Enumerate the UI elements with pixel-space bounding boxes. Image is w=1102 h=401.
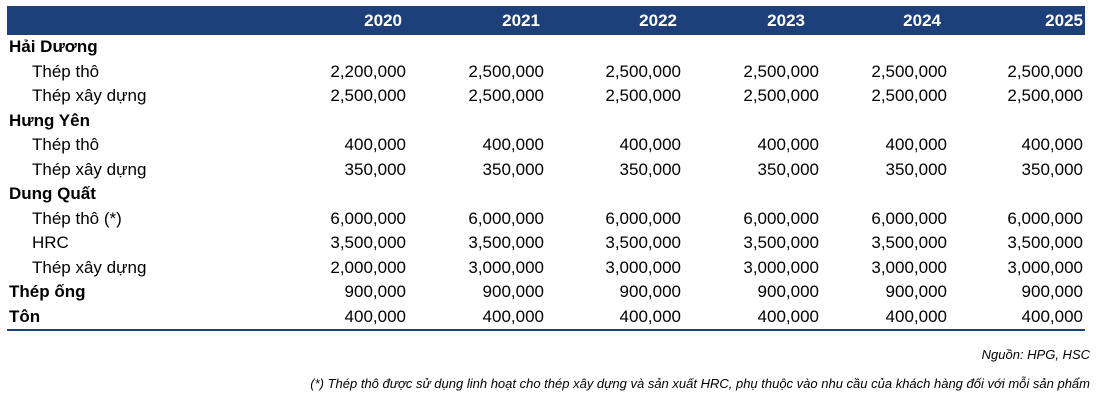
table-cell: 400,000 (482, 306, 544, 326)
row-label: Thép thô (*) (32, 208, 122, 228)
table-cell: 900,000 (885, 282, 947, 302)
table-cell: 350,000 (885, 159, 947, 179)
table-cell: 400,000 (1021, 306, 1083, 326)
table-cell: 3,000,000 (1007, 257, 1083, 277)
table-row: Thép xây dựng 350,000 350,000 350,000 350,00… (7, 158, 1085, 183)
table-cell: 3,500,000 (605, 233, 681, 253)
table-row: HRC 3,500,000 3,500,000 3,500,000 3,500,000 3… (7, 231, 1085, 256)
table-header: 2020 2021 2022 2023 2024 2025 (7, 6, 1085, 35)
table-cell: 2,500,000 (871, 86, 947, 106)
table-cell: 900,000 (482, 282, 544, 302)
row-label: Hải Dương (9, 37, 98, 57)
table-cell: 400,000 (619, 135, 681, 155)
table-cell: 2,500,000 (1007, 86, 1083, 106)
year-header: 2023 (767, 10, 805, 30)
row-label: Thép xây dựng (32, 257, 147, 277)
table-cell: 2,500,000 (468, 86, 544, 106)
table-cell: 2,500,000 (330, 86, 406, 106)
table-cell: 2,000,000 (330, 257, 406, 277)
table-cell: 3,000,000 (605, 257, 681, 277)
table-cell: 400,000 (482, 135, 544, 155)
row-label: Thép thô (32, 135, 100, 155)
table-cell: 2,500,000 (1007, 61, 1083, 81)
table-cell: 3,000,000 (871, 257, 947, 277)
table-group-row: Tôn 400,000 400,000 400,000 400,000 400,000 40… (7, 305, 1085, 330)
table-cell: 6,000,000 (871, 208, 947, 228)
table-cell: 2,200,000 (330, 61, 406, 81)
table-cell: 2,500,000 (605, 61, 681, 81)
source-note: Nguồn: HPG, HSC (981, 347, 1090, 362)
table-cell: 3,500,000 (1007, 233, 1083, 253)
table-row: Thép thô 2,200,000 2,500,000 2,500,000 2,500… (7, 60, 1085, 85)
table-cell: 400,000 (344, 306, 406, 326)
row-label: Thép ống (9, 282, 86, 302)
year-header: 2021 (502, 10, 540, 30)
table-group-row: Thép ống 900,000 900,000 900,000 900,000 900,… (7, 280, 1085, 305)
table-cell: 900,000 (619, 282, 681, 302)
table-cell: 6,000,000 (468, 208, 544, 228)
table-cell: 2,500,000 (871, 61, 947, 81)
table-cell: 3,500,000 (330, 233, 406, 253)
table-cell: 3,000,000 (743, 257, 819, 277)
table-cell: 6,000,000 (605, 208, 681, 228)
table-body: Hải Dương Thép thô 2,200,000 2,500,000 2,500… (7, 35, 1085, 331)
table-row: Thép thô (*) 6,000,000 6,000,000 6,000,000 6… (7, 207, 1085, 232)
table-cell: 350,000 (757, 159, 819, 179)
table-group-row: Hải Dương (7, 35, 1085, 60)
table-cell: 2,500,000 (743, 86, 819, 106)
year-header: 2024 (903, 10, 941, 30)
table-cell: 350,000 (1021, 159, 1083, 179)
table-cell: 400,000 (757, 306, 819, 326)
table-cell: 900,000 (344, 282, 406, 302)
table-cell: 900,000 (757, 282, 819, 302)
year-header: 2022 (639, 10, 677, 30)
table-cell: 400,000 (885, 135, 947, 155)
table-cell: 3,500,000 (743, 233, 819, 253)
row-label: HRC (32, 233, 69, 253)
footnote: (*) Thép thô được sử dụng linh hoạt cho … (310, 376, 1090, 391)
year-header: 2025 (1045, 10, 1083, 30)
table-cell: 3,500,000 (468, 233, 544, 253)
table-group-row: Hưng Yên (7, 109, 1085, 134)
table-cell: 2,500,000 (743, 61, 819, 81)
year-header: 2020 (364, 10, 402, 30)
table-cell: 2,500,000 (468, 61, 544, 81)
table-cell: 3,500,000 (871, 233, 947, 253)
table-cell: 400,000 (757, 135, 819, 155)
table-cell: 350,000 (344, 159, 406, 179)
table-cell: 400,000 (1021, 135, 1083, 155)
row-label: Thép thô (32, 61, 100, 81)
table-cell: 900,000 (1021, 282, 1083, 302)
capacity-table: 2020 2021 2022 2023 2024 2025 Hải Dương T… (7, 6, 1085, 331)
table-cell: 6,000,000 (1007, 208, 1083, 228)
row-label: Hưng Yên (9, 110, 90, 130)
table-row: Thép xây dựng 2,500,000 2,500,000 2,500,000… (7, 84, 1085, 109)
table-row: Thép thô 400,000 400,000 400,000 400,000 400,… (7, 133, 1085, 158)
table-cell: 400,000 (619, 306, 681, 326)
table-cell: 3,000,000 (468, 257, 544, 277)
table-cell: 350,000 (619, 159, 681, 179)
table-cell: 6,000,000 (743, 208, 819, 228)
table-group-row: Dung Quất (7, 182, 1085, 207)
table-row: Thép xây dựng 2,000,000 3,000,000 3,000,000… (7, 256, 1085, 281)
table-cell: 2,500,000 (605, 86, 681, 106)
table-cell: 400,000 (885, 306, 947, 326)
row-label: Thép xây dựng (32, 159, 147, 179)
row-label: Dung Quất (9, 184, 96, 204)
table-cell: 350,000 (482, 159, 544, 179)
row-label: Tôn (9, 306, 41, 326)
table-cell: 400,000 (344, 135, 406, 155)
row-label: Thép xây dựng (32, 86, 147, 106)
table-cell: 6,000,000 (330, 208, 406, 228)
